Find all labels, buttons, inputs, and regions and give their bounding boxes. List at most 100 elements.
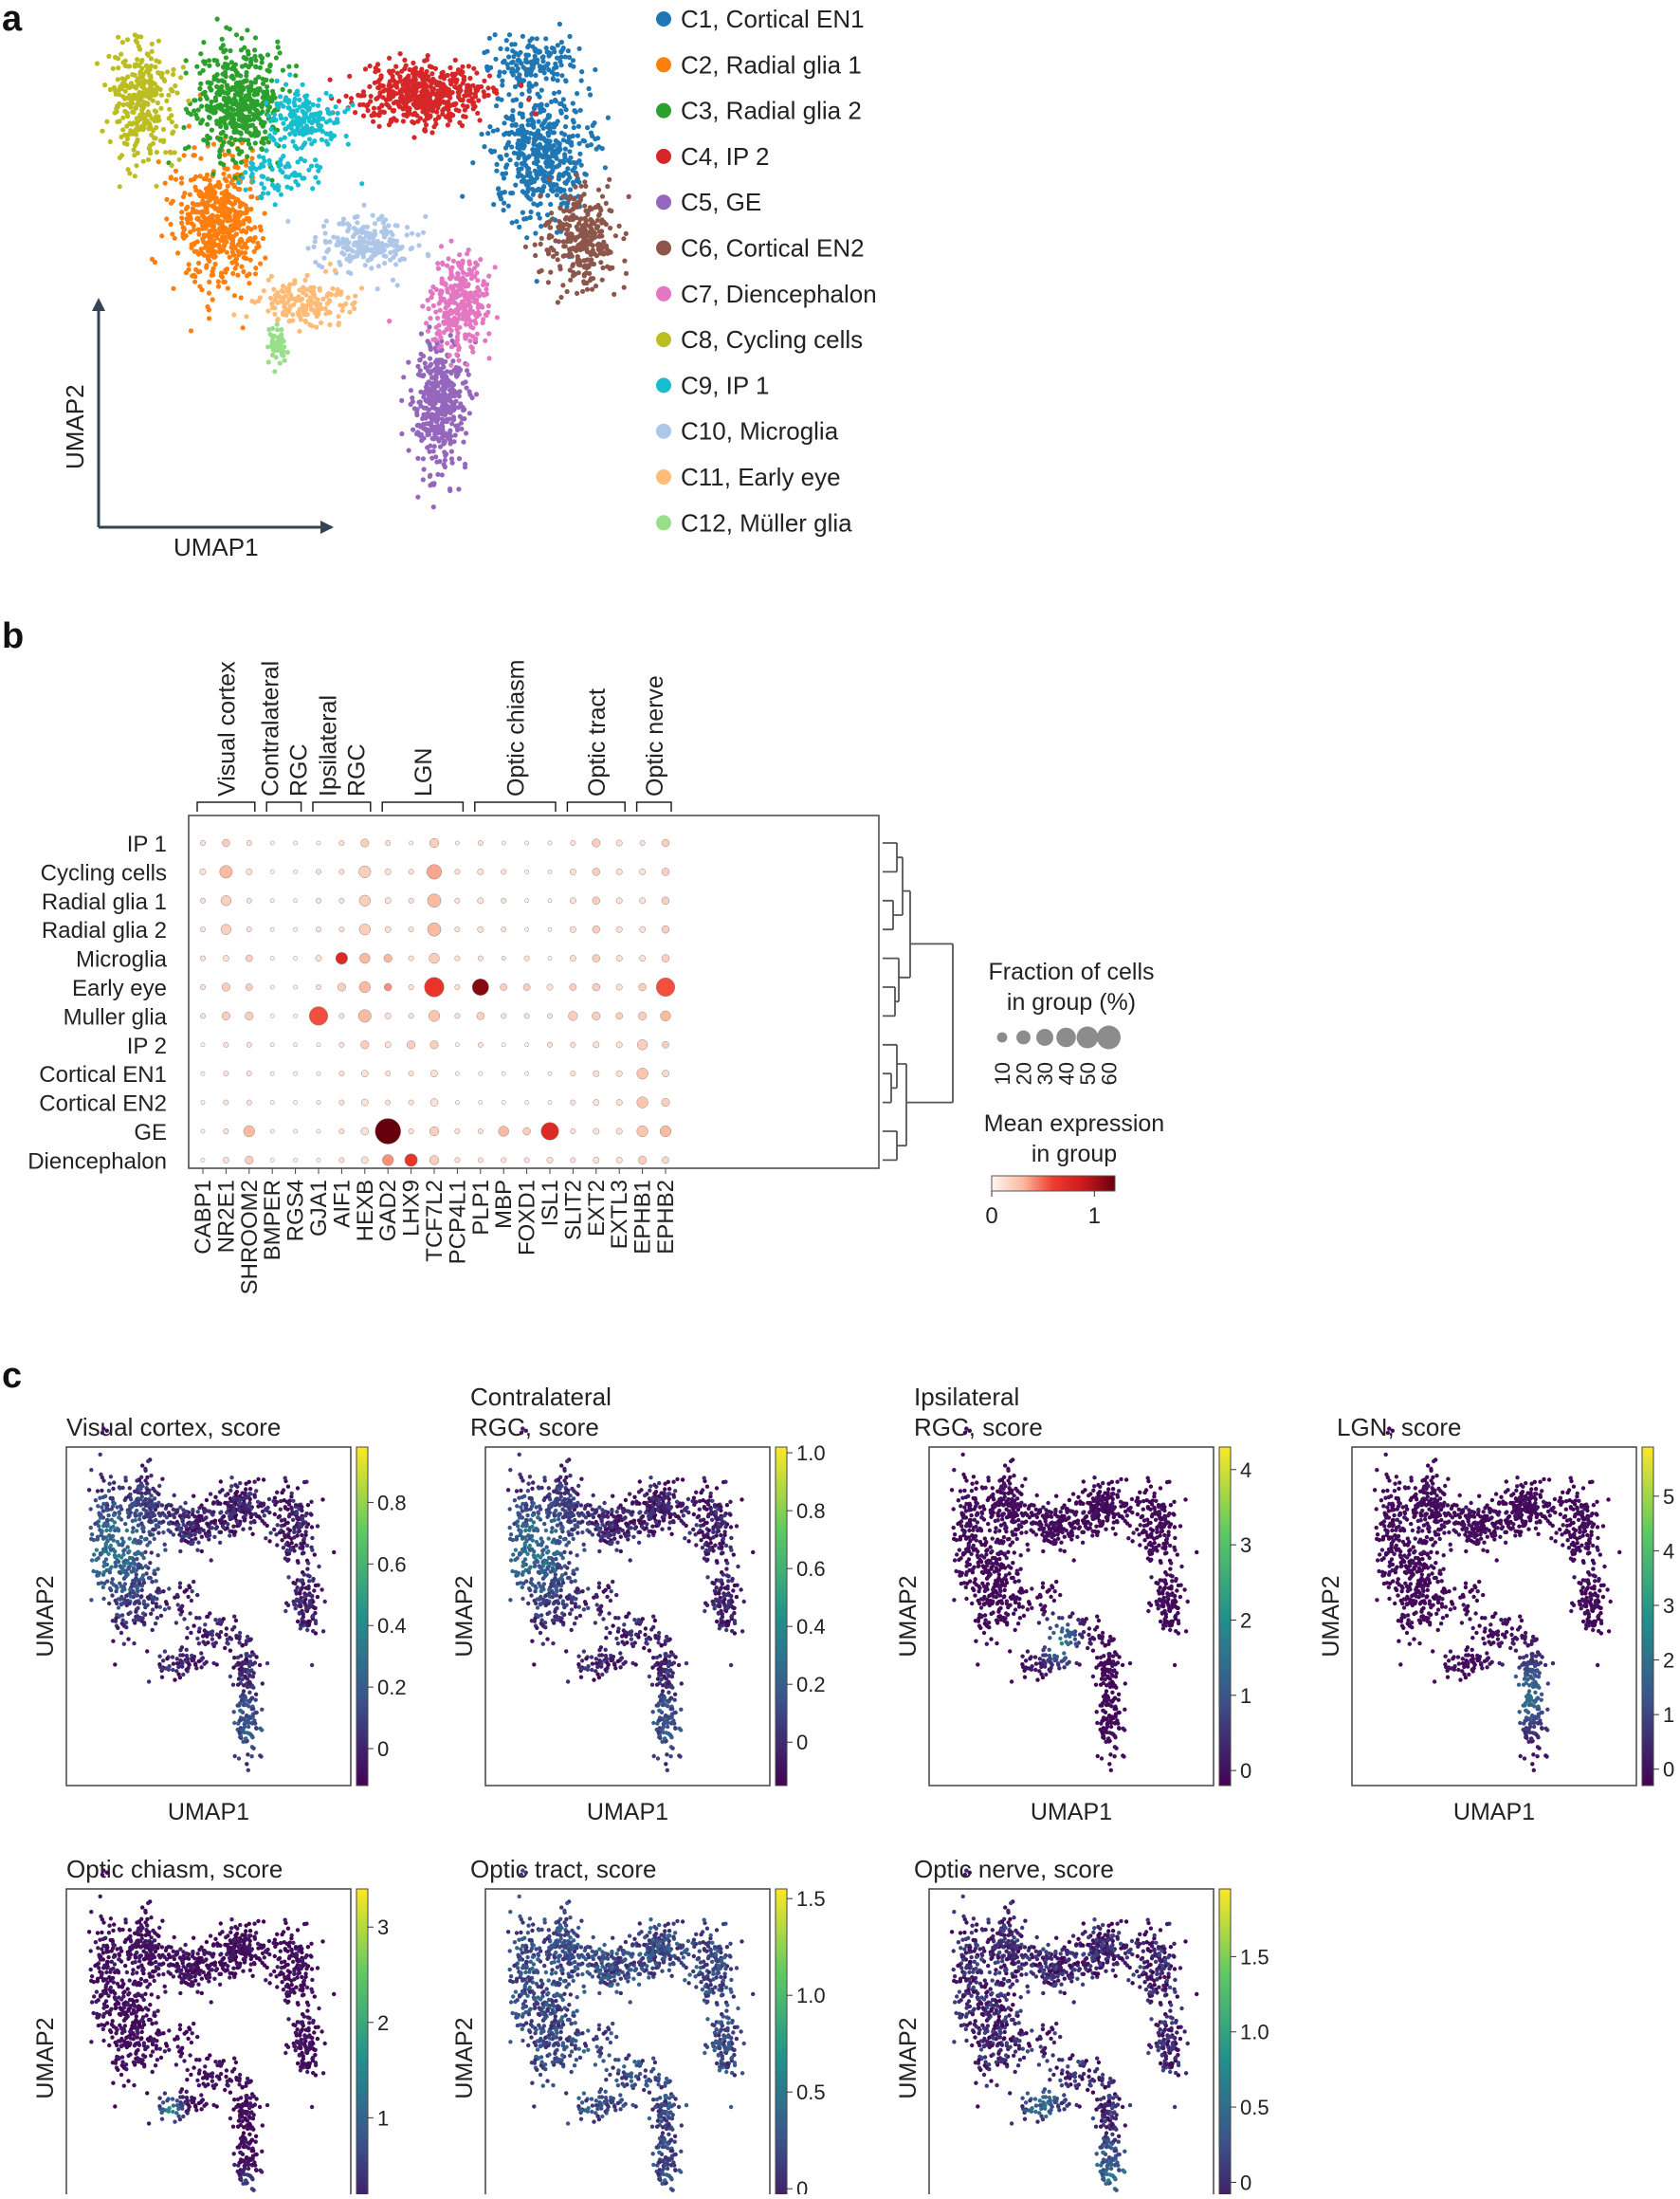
umap-point [487, 36, 492, 41]
umap-point [464, 291, 468, 296]
umap-point [535, 279, 539, 284]
umap-point [539, 242, 543, 247]
expression-dot [593, 1042, 599, 1048]
umap-point [531, 119, 536, 123]
umap-point [419, 70, 424, 75]
expression-dot [246, 983, 252, 990]
umap-point [550, 160, 555, 165]
expression-dot [201, 1101, 205, 1105]
umap-point [352, 306, 356, 311]
umap-point [169, 175, 173, 180]
umap-point [184, 233, 189, 238]
umap-point [521, 64, 526, 69]
umap-point [248, 207, 253, 211]
expression-dot [637, 1039, 648, 1050]
umap-point [130, 110, 135, 115]
score-point [291, 1518, 295, 1522]
umap-point [161, 139, 166, 144]
umap-point [153, 108, 157, 113]
umap-point [316, 180, 320, 185]
y-arrow-head [92, 298, 105, 311]
umap-point [546, 122, 551, 127]
expression-dot [571, 1072, 575, 1076]
umap-point [121, 102, 126, 107]
umap-point [600, 266, 605, 270]
umap-point [247, 219, 251, 224]
umap-point [443, 458, 447, 463]
umap-point [428, 344, 432, 349]
cluster-points-11 [231, 262, 364, 334]
umap-point [331, 234, 336, 239]
umap-point [196, 107, 201, 112]
umap-point [307, 322, 312, 327]
expression-dot [478, 926, 484, 932]
umap-point [429, 130, 434, 135]
umap-point [450, 113, 455, 118]
umap-point [621, 236, 626, 241]
umap-point [556, 78, 560, 82]
umap-point [324, 294, 329, 299]
umap-point [305, 312, 310, 317]
score-point [279, 1508, 283, 1512]
umap-point [393, 262, 398, 266]
umap-point [301, 119, 306, 123]
umap-point [538, 95, 542, 100]
expression-dot [570, 983, 576, 990]
umap-point [317, 98, 321, 102]
expression-dot [361, 1099, 368, 1106]
umap-point [442, 321, 447, 326]
umap-point [222, 64, 227, 69]
umap-point [442, 83, 447, 88]
umap-point [264, 148, 268, 153]
cell-type-label: Diencephalon [27, 1148, 167, 1174]
umap-point [506, 140, 511, 145]
umap-point [223, 116, 228, 120]
umap-point [387, 319, 392, 323]
umap-point [451, 407, 456, 412]
umap-point [271, 347, 276, 352]
expression-dot [409, 984, 413, 989]
umap-point [190, 221, 194, 226]
umap-point [579, 78, 584, 82]
expression-dot [571, 1158, 575, 1163]
umap-point [134, 163, 138, 168]
panel-label-c: c [2, 1356, 22, 1396]
umap-point [228, 100, 232, 104]
umap-point [334, 104, 338, 109]
umap-point [274, 141, 279, 146]
umap-point [438, 445, 443, 449]
umap-point [450, 72, 455, 77]
umap-point [435, 88, 440, 93]
cell-type-label: Early eye [72, 976, 167, 1001]
umap-point [119, 52, 123, 57]
expression-dot [220, 866, 232, 878]
expression-dot [478, 840, 483, 845]
umap-point [468, 304, 473, 309]
umap-point [228, 255, 232, 260]
umap-point [247, 98, 251, 102]
umap-point [538, 64, 542, 68]
umap-point [116, 35, 120, 40]
umap-point [413, 69, 418, 74]
umap-point [449, 328, 454, 333]
umap-point [563, 147, 568, 152]
umap-point [275, 339, 280, 344]
umap-point [535, 36, 539, 41]
expression-dot [523, 983, 530, 990]
umap-point [311, 114, 316, 119]
umap-point [329, 292, 334, 297]
umap-point [244, 206, 248, 211]
umap-point [370, 232, 374, 237]
umap-point [530, 187, 535, 192]
umap-point [537, 165, 541, 170]
expression-dot [270, 1101, 274, 1105]
score-point [101, 1597, 105, 1601]
umap-point [533, 243, 538, 247]
umap-point [429, 289, 433, 294]
umap-point [224, 178, 228, 183]
umap-point [330, 286, 335, 291]
umap-point [253, 80, 258, 84]
umap-point [418, 368, 423, 373]
cell-type-label: IP 2 [127, 1034, 167, 1059]
